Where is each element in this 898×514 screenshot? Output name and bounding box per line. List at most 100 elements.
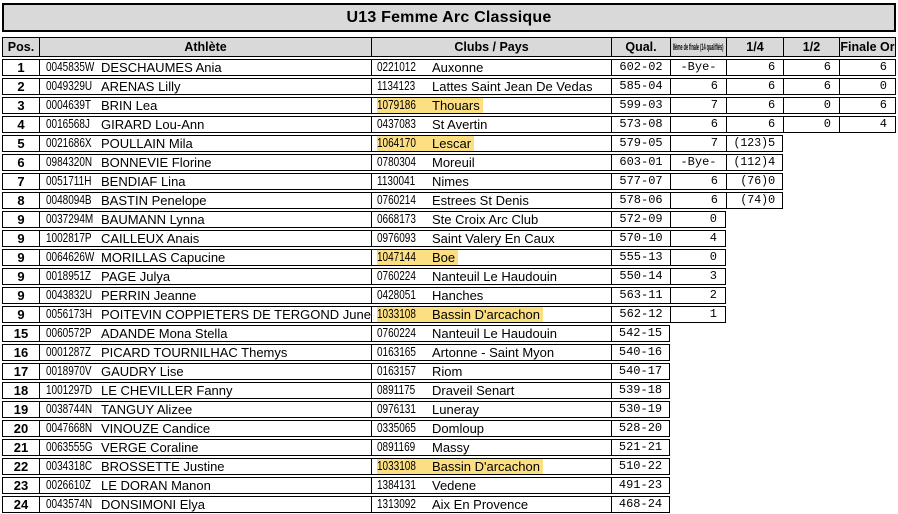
table-row: 9 0037294M BAUMANN Lynna 0668173 Ste Cro…	[2, 210, 896, 229]
position-value: 15	[13, 325, 29, 341]
table-row: 8 0048094B BASTIN Penelope 0760214 Estre…	[2, 191, 896, 209]
col-header-final: Finale Or	[839, 37, 896, 57]
club-name: Saint Valery En Caux	[432, 230, 555, 246]
semifinal-score-cell	[783, 268, 839, 286]
license-number: 0047668N	[46, 421, 93, 436]
quarterfinal-score: 6	[768, 79, 776, 94]
quarterfinal-cell	[726, 287, 783, 305]
semifinal-score-cell: 0	[783, 96, 839, 114]
club-code: 0221012	[377, 60, 416, 75]
club-code: 1313092	[377, 497, 416, 512]
club-cell: 1130041 Nimes	[371, 172, 611, 190]
athlete-name: MORILLAS Capucine	[101, 249, 226, 265]
license-number: 0001287Z	[46, 345, 92, 360]
athlete-cell: 0021686X POULLAIN Mila	[39, 134, 371, 152]
club-code: 0891175	[377, 383, 416, 398]
results-sheet: U13 Femme Arc Classique Pos. Athlète Clu…	[0, 3, 898, 514]
quarterfinal-cell	[726, 439, 783, 457]
qual-score-cell: 562-12	[611, 305, 670, 323]
quarterfinal-cell	[726, 268, 783, 286]
club-name: Nimes	[432, 173, 469, 189]
club-cell: 1384131 Vedene	[371, 476, 611, 494]
club-code: 0428051	[377, 288, 416, 303]
table-row: 17 0018970V GAUDRY Lise 0163157 Riom 540…	[2, 362, 896, 380]
quarterfinal-points: (123)	[733, 136, 768, 150]
quarterfinal-score: 5	[768, 136, 776, 151]
semifinal-score-cell	[783, 496, 839, 514]
athlete-cell: 0064626W MORILLAS Capucine	[39, 248, 371, 266]
qual-score-cell: 542-15	[611, 324, 670, 342]
athlete-name: BRIN Lea	[101, 97, 158, 113]
pos-cell: 9	[2, 210, 39, 228]
license-number: 0026610Z	[46, 478, 92, 493]
athlete-name: LE DORAN Manon	[101, 477, 211, 493]
club-line: 0891169 Massy	[377, 439, 473, 455]
col-header-r16-label: 8ème de finale (14 qualifiés)	[673, 41, 724, 53]
club-cell: 0760224 Nanteuil Le Haudouin	[371, 324, 611, 342]
qual-score-cell: 540-16	[611, 343, 670, 361]
club-line: 0163165 Artonne - Saint Myon	[377, 344, 557, 360]
club-line: 0428051 Hanches	[377, 287, 486, 303]
page-title: U13 Femme Arc Classique	[2, 3, 896, 32]
round16-score-cell: 4	[670, 229, 726, 247]
quarterfinal-cell: 6	[726, 115, 783, 133]
club-code: 0163165	[377, 345, 416, 360]
quarterfinal-points: (74)	[740, 193, 768, 207]
semifinal-score-cell	[783, 306, 839, 324]
athlete-cell: 0984320N BONNEVIE Florine	[39, 153, 371, 171]
club-line: 0335065 Domloup	[377, 420, 487, 436]
col-header-semi: 1/2	[783, 37, 839, 57]
round16-score-cell	[670, 382, 726, 400]
semifinal-score-cell: 6	[783, 77, 839, 95]
qual-score-cell: 521-21	[611, 438, 670, 456]
athlete-name: BONNEVIE Florine	[101, 154, 212, 170]
club-code: 1079186	[377, 98, 416, 113]
position-value: 1	[17, 59, 25, 75]
qual-score-cell: 510-22	[611, 457, 670, 475]
table-row: 19 0038744N TANGUY Alizee 0976131 Lunera…	[2, 400, 896, 419]
club-name: Hanches	[432, 287, 484, 303]
table-row: 21 0063555G VERGE Coraline 0891169 Massy…	[2, 438, 896, 457]
table-row: 9 0056173H POITEVIN COPPIETERS DE TERGON…	[2, 305, 896, 324]
position-value: 18	[13, 382, 29, 398]
semifinal-score-cell	[783, 420, 839, 438]
club-cell: 0976131 Luneray	[371, 400, 611, 418]
license-number: 0018951Z	[46, 269, 92, 284]
table-row: 23 0026610Z LE DORAN Manon 1384131 Veden…	[2, 476, 896, 495]
table-row: 5 0021686X POULLAIN Mila 1064170 Lescar …	[2, 134, 896, 152]
pos-cell: 4	[2, 115, 39, 133]
club-code: 0760214	[377, 193, 416, 208]
pos-cell: 3	[2, 96, 39, 114]
club-line: 0760224 Nanteuil Le Haudouin	[377, 268, 560, 284]
athlete-name: CAILLEUX Anais	[101, 230, 200, 246]
gold-final-score-cell	[839, 154, 896, 172]
athlete-cell: 0043832U PERRIN Jeanne	[39, 286, 371, 304]
club-cell: 0668173 Ste Croix Arc Club	[371, 210, 611, 228]
qual-score-cell: 603-01	[611, 153, 670, 171]
round16-score-cell	[670, 477, 726, 495]
semifinal-score-cell	[783, 154, 839, 172]
quarterfinal-cell	[726, 496, 783, 514]
round16-score-cell: 6	[670, 77, 726, 95]
table-body: 1 0045835W DESCHAUMES Ania 0221012 Auxon…	[0, 58, 898, 514]
club-name: Luneray	[432, 401, 479, 417]
gold-final-score-cell: 0	[839, 77, 896, 95]
gold-final-score-cell	[839, 211, 896, 229]
athlete-name: LE CHEVILLER Fanny	[101, 382, 233, 398]
athlete-cell: 1002817P CAILLEUX Anais	[39, 229, 371, 247]
club-name: Auxonne	[432, 59, 484, 75]
round16-score-cell	[670, 420, 726, 438]
position-value: 24	[13, 496, 29, 512]
round16-score-cell: 0	[670, 248, 726, 266]
club-code: 0760224	[377, 269, 416, 284]
license-number: 0038744N	[46, 402, 93, 417]
semifinal-score-cell	[783, 344, 839, 362]
quarterfinal-cell: 6	[726, 77, 783, 95]
round16-score-cell	[670, 401, 726, 419]
license-number: 0045835W	[46, 60, 95, 75]
table-row: 9 0064626W MORILLAS Capucine 1047144 Boe…	[2, 248, 896, 266]
license-number: 0021686X	[46, 136, 92, 151]
semifinal-score-cell	[783, 173, 839, 191]
gold-final-score-cell: 4	[839, 115, 896, 133]
gold-final-score-cell	[839, 401, 896, 419]
